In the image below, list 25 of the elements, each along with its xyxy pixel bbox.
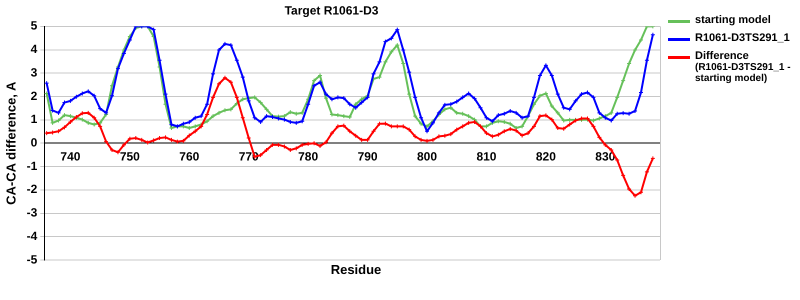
- y-tick-label: 5: [30, 18, 38, 33]
- y-tick-label: -3: [26, 206, 38, 220]
- y-tick-label: 0: [30, 136, 38, 150]
- legend-label: starting model: [695, 14, 771, 26]
- y-tick-label: 4: [30, 42, 38, 56]
- x-tick-label: 760: [179, 150, 200, 164]
- y-tick-label: 1: [30, 112, 38, 126]
- x-tick-label: 820: [536, 150, 556, 164]
- chart-title: Target R1061-D3: [284, 4, 379, 18]
- y-tick-label: -4: [26, 228, 38, 243]
- x-tick-label: 750: [120, 150, 140, 164]
- x-tick-label: 780: [298, 150, 318, 164]
- y-tick-label: -1: [26, 158, 38, 173]
- y-axis-title: CA-CA difference, A: [3, 80, 18, 205]
- y-tick-label: 2: [30, 88, 38, 103]
- x-tick-label: 740: [60, 150, 81, 164]
- legend-label: R1061-D3TS291_1: [695, 32, 790, 44]
- x-axis-title: Residue: [330, 262, 382, 277]
- x-tick-label: 800: [417, 150, 438, 164]
- legend-label: Difference (R1061-D3TS291_1 - starting model): [695, 50, 792, 84]
- y-tick-label: 3: [30, 65, 38, 80]
- y-tick-label: -2: [26, 182, 38, 196]
- x-tick-label: 810: [476, 150, 497, 164]
- x-tick-label: 790: [358, 150, 378, 164]
- y-tick-label: -5: [26, 252, 38, 266]
